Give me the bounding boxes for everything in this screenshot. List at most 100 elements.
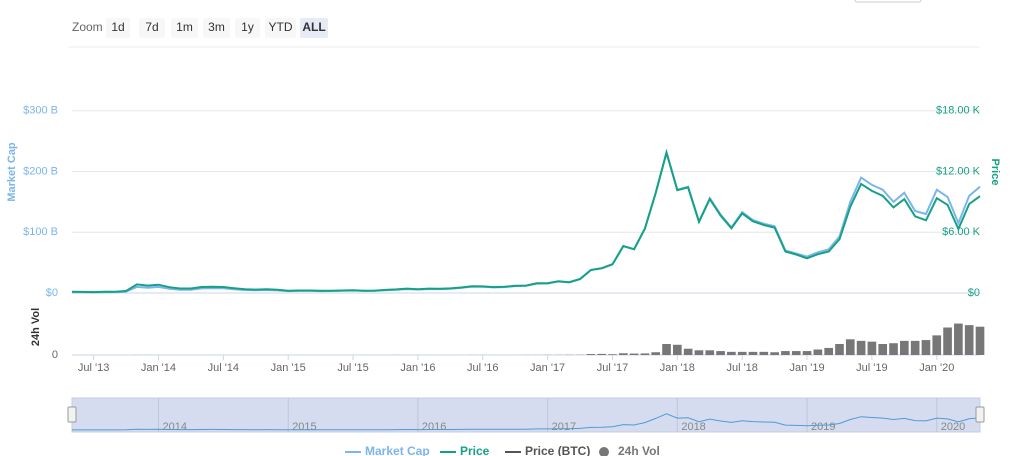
volume-bar bbox=[975, 326, 985, 355]
series-line bbox=[71, 148, 981, 294]
zoom-button-label[interactable]: 1d bbox=[111, 20, 124, 34]
x-tick-label: Jul '14 bbox=[208, 362, 239, 374]
zoom-button-bg bbox=[203, 18, 230, 38]
zoom-button-bg bbox=[235, 18, 260, 38]
navigator-handle[interactable] bbox=[67, 406, 77, 423]
volume-bar bbox=[694, 350, 704, 355]
zoom-button[interactable]: 1y bbox=[235, 18, 260, 38]
y2-tick-label: $12.00 K bbox=[936, 165, 981, 177]
zoom-button-label[interactable]: YTD bbox=[269, 20, 293, 34]
zoom-button-bg bbox=[106, 18, 130, 38]
zoom-button[interactable]: 1m bbox=[171, 18, 198, 38]
volume-bar bbox=[878, 344, 888, 355]
legend-label[interactable]: Market Cap bbox=[365, 444, 430, 456]
x-tick-label: Jan '19 bbox=[789, 362, 824, 374]
zoom-button-label[interactable]: 3m bbox=[208, 20, 225, 34]
y2-tick-label: $0 bbox=[968, 287, 980, 299]
volume-bar bbox=[900, 340, 909, 355]
volume-bar bbox=[835, 344, 844, 355]
legend-label[interactable]: Price (BTC) bbox=[525, 444, 590, 456]
x-tick-label: Jul '19 bbox=[856, 362, 887, 374]
legend-label[interactable]: 24h Vol bbox=[618, 444, 660, 456]
zoom-button[interactable]: ALL bbox=[300, 18, 328, 38]
navigator-selection[interactable] bbox=[71, 397, 981, 433]
volume-bar bbox=[748, 351, 758, 355]
zoom-button-label[interactable]: ALL bbox=[302, 20, 325, 34]
zoom-button[interactable]: 7d bbox=[139, 18, 165, 38]
x-tick-label: Jan '14 bbox=[141, 362, 176, 374]
navigator-line bbox=[72, 413, 981, 431]
volume-bar bbox=[889, 343, 898, 355]
legend-label[interactable]: Price bbox=[460, 444, 490, 456]
x-tick-label: Jan '15 bbox=[271, 362, 306, 374]
y-tick-label: $100 B bbox=[23, 226, 58, 238]
volume-bar bbox=[618, 353, 628, 355]
navigator-tick-label: 2017 bbox=[552, 421, 576, 433]
navigator-tick-label: 2019 bbox=[811, 421, 835, 433]
volume-bar bbox=[597, 353, 606, 355]
y-tick-label: $200 B bbox=[23, 165, 58, 177]
x-tick-label: Jul '16 bbox=[467, 362, 498, 374]
y-axis-title: Market Cap bbox=[6, 142, 18, 202]
x-tick-label: Jan '18 bbox=[660, 362, 695, 374]
volume-bar bbox=[683, 348, 693, 355]
y2-tick-label: $6.00 K bbox=[942, 226, 981, 238]
zoom-button-bg bbox=[265, 18, 296, 38]
x-tick-label: Jul '17 bbox=[597, 362, 628, 374]
y-tick-label: $0 bbox=[46, 287, 58, 299]
volume-bar bbox=[824, 347, 833, 355]
zoom-button[interactable]: YTD bbox=[265, 18, 296, 38]
zoom-button-label[interactable]: 1m bbox=[176, 20, 193, 34]
zoom-label: Zoom bbox=[72, 20, 103, 34]
volume-bar bbox=[727, 351, 736, 355]
volume-bar bbox=[802, 351, 812, 355]
volume-bar bbox=[867, 341, 877, 355]
zoom-button-label[interactable]: 7d bbox=[145, 20, 158, 34]
volume-bar bbox=[845, 339, 855, 355]
volume-bar bbox=[921, 340, 931, 355]
vol-axis-title: 24h Vol bbox=[30, 308, 42, 346]
volume-bar bbox=[781, 351, 790, 355]
x-tick-label: Jan '16 bbox=[400, 362, 435, 374]
volume-bar bbox=[705, 350, 715, 355]
top-control bbox=[854, 0, 922, 3]
volume-bar bbox=[662, 344, 671, 355]
volume-bar bbox=[791, 351, 801, 355]
zoom-button[interactable]: 1d bbox=[106, 18, 130, 38]
y2-tick-label: $18.00 K bbox=[936, 105, 981, 117]
zoom-button-bg bbox=[300, 18, 328, 38]
navigator-tick-label: 2020 bbox=[941, 421, 965, 433]
navigator-tick-label: 2015 bbox=[292, 421, 316, 433]
navigator-tick-label: 2014 bbox=[162, 421, 186, 433]
zoom-button-label[interactable]: 1y bbox=[241, 20, 254, 34]
volume-bar bbox=[932, 335, 942, 355]
x-tick-label: Jul '13 bbox=[78, 362, 109, 374]
volume-bar bbox=[737, 351, 747, 355]
volume-bar bbox=[716, 351, 725, 355]
y2-axis-title: Price bbox=[989, 159, 1001, 186]
volume-bar bbox=[943, 327, 952, 355]
volume-bar bbox=[608, 354, 617, 355]
volume-bar bbox=[759, 351, 769, 355]
zoom-button-bg bbox=[171, 18, 198, 38]
x-tick-label: Jul '18 bbox=[726, 362, 757, 374]
volume-bar bbox=[673, 344, 682, 355]
navigator-handle[interactable] bbox=[975, 406, 985, 423]
y3-tick-label: 0 bbox=[52, 349, 58, 361]
x-tick-label: Jan '17 bbox=[530, 362, 565, 374]
y-tick-label: $300 B bbox=[23, 105, 58, 117]
volume-bar bbox=[910, 340, 920, 355]
volume-bar bbox=[964, 325, 974, 355]
volume-bar bbox=[856, 340, 866, 355]
volume-bar bbox=[770, 352, 779, 355]
series-line bbox=[71, 148, 981, 294]
x-tick-label: Jul '15 bbox=[337, 362, 368, 374]
volume-bar bbox=[651, 352, 661, 355]
volume-bar bbox=[813, 349, 823, 355]
zoom-button[interactable]: 3m bbox=[203, 18, 230, 38]
volume-bar bbox=[954, 323, 963, 355]
zoom-button-bg bbox=[139, 18, 165, 38]
legend-symbol bbox=[599, 447, 609, 456]
